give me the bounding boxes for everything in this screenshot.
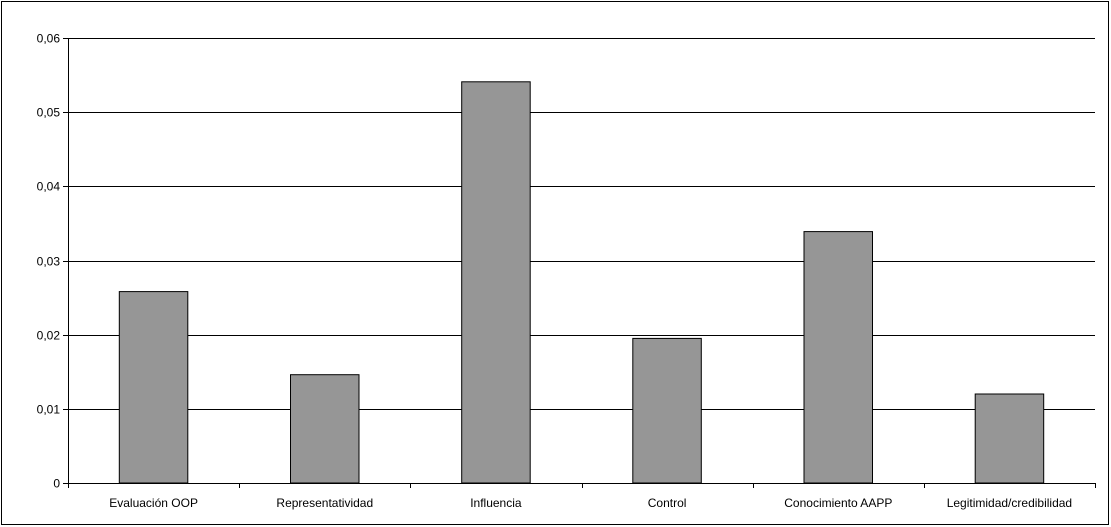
bar-3 bbox=[632, 337, 702, 484]
bar-1 bbox=[290, 374, 360, 484]
bar-5 bbox=[974, 393, 1045, 484]
y-tick-label-1: 0,01 bbox=[37, 403, 61, 417]
bar-4 bbox=[803, 231, 873, 484]
y-tick-label-6: 0,06 bbox=[37, 32, 61, 46]
bars bbox=[118, 81, 1045, 484]
x-category-label-3: Control bbox=[648, 496, 687, 510]
bar-0 bbox=[118, 291, 189, 484]
gridlines bbox=[68, 38, 1095, 410]
x-category-label-4: Conocimiento AAPP bbox=[784, 496, 892, 510]
x-category-label-5: Legitimidad/credibilidad bbox=[947, 496, 1072, 510]
y-tick-label-4: 0,04 bbox=[37, 180, 61, 194]
bar-2 bbox=[461, 81, 531, 484]
y-tick-label-2: 0,02 bbox=[37, 329, 61, 343]
labels: 0 0,01 0,02 0,03 0,04 0,05 0,06 Evaluación OOP R… bbox=[37, 32, 1072, 511]
x-category-label-2: Influencia bbox=[470, 496, 522, 510]
x-category-label-0: Evaluación OOP bbox=[109, 496, 198, 510]
y-tick-label-5: 0,05 bbox=[37, 106, 61, 120]
axes bbox=[63, 38, 1096, 488]
y-tick-label-0: 0 bbox=[53, 477, 60, 491]
x-category-label-1: Representatividad bbox=[276, 496, 373, 510]
y-tick-label-3: 0,03 bbox=[37, 255, 61, 269]
